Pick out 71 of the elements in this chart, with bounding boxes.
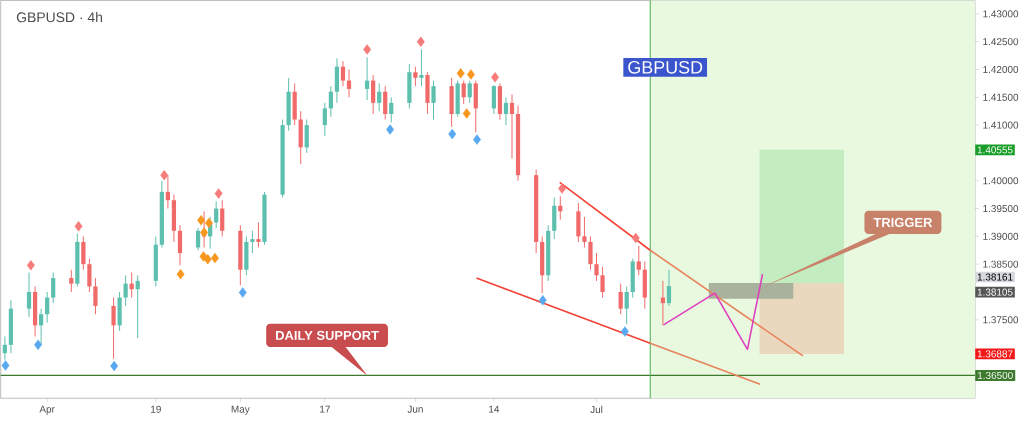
text: 1.38105: [977, 288, 1013, 296]
candlestick: [87, 258, 92, 293]
candlestick: [666, 269, 672, 307]
bar: [708, 282, 794, 299]
candlestick: [413, 66, 418, 87]
candlestick: [371, 74, 376, 115]
x-tick-label: May: [231, 405, 250, 415]
candlestick: [600, 266, 605, 298]
candlestick: [135, 274, 140, 339]
annotation: TRIGGER: [873, 217, 933, 227]
annotation: DAILY SUPPORT: [276, 330, 379, 340]
candlestick: [328, 85, 333, 118]
x-tick-label: Apr: [39, 405, 55, 415]
candlestick: [69, 269, 74, 293]
candlestick: [165, 174, 170, 209]
candlestick: [389, 96, 394, 123]
candlestick: [51, 271, 56, 304]
y-tick-label: 1.42500: [983, 38, 1019, 46]
text: 1.36887: [977, 350, 1013, 358]
y-tick-label: 1.37500: [983, 316, 1019, 324]
candlestick: [322, 102, 327, 137]
candlestick: [39, 308, 44, 346]
text: 1.38161: [977, 273, 1013, 281]
x-tick-label: 17: [320, 405, 330, 413]
candlestick: [431, 79, 436, 120]
candlestick: [81, 235, 86, 271]
candlestick: [509, 93, 515, 159]
candlestick: [588, 235, 593, 271]
candlestick: [636, 245, 641, 276]
candlestick: [461, 79, 466, 105]
y-tick-label: 1.42000: [983, 65, 1019, 73]
y-tick-label: 1.41500: [983, 93, 1019, 101]
y-tick-label: 1.41000: [983, 121, 1019, 129]
candlestick: [220, 199, 225, 237]
candlestick: [467, 79, 472, 104]
candlestick: [503, 96, 509, 126]
y-tick-label: 1.38500: [983, 260, 1019, 268]
y-tick-label: 1.43000: [983, 10, 1019, 18]
x-tick-label: Jul: [590, 405, 603, 413]
candlestick: [256, 221, 261, 248]
candlestick: [491, 84, 496, 115]
x-tick-label: Jun: [407, 405, 423, 413]
ref-line-label: 1.36500: [977, 371, 1013, 379]
candlestick: [123, 274, 128, 307]
x-tick-label: 14: [489, 405, 500, 413]
candlestick: [111, 296, 116, 360]
candlestick: [346, 68, 352, 98]
y-tick-label: 1.39500: [983, 204, 1019, 212]
candlestick: [2, 335, 7, 361]
candlestick: [340, 60, 346, 87]
candlestick: [365, 56, 370, 101]
candlestick: [377, 82, 382, 112]
x-tick-label: 19: [151, 405, 161, 413]
candlestick: [195, 227, 201, 251]
candlestick: [383, 85, 388, 120]
candlestick: [582, 216, 587, 248]
candlestick: [250, 230, 255, 254]
candlestick: [177, 224, 183, 266]
candlestick: [45, 291, 50, 323]
y-tick-label: 1.39000: [983, 232, 1019, 240]
annotation: GBPUSD: [628, 60, 703, 74]
text: 1.40555: [977, 146, 1013, 154]
candlestick: [624, 285, 629, 325]
y-tick-label: 1.40000: [983, 177, 1019, 185]
candlestick: [26, 271, 32, 318]
candlestick: [93, 277, 98, 315]
candlestick: [304, 118, 309, 154]
candlestick: [618, 283, 623, 315]
text: GBPUSD · 4h: [16, 11, 103, 23]
candlestick: [594, 252, 599, 282]
candlestick: [419, 48, 424, 87]
